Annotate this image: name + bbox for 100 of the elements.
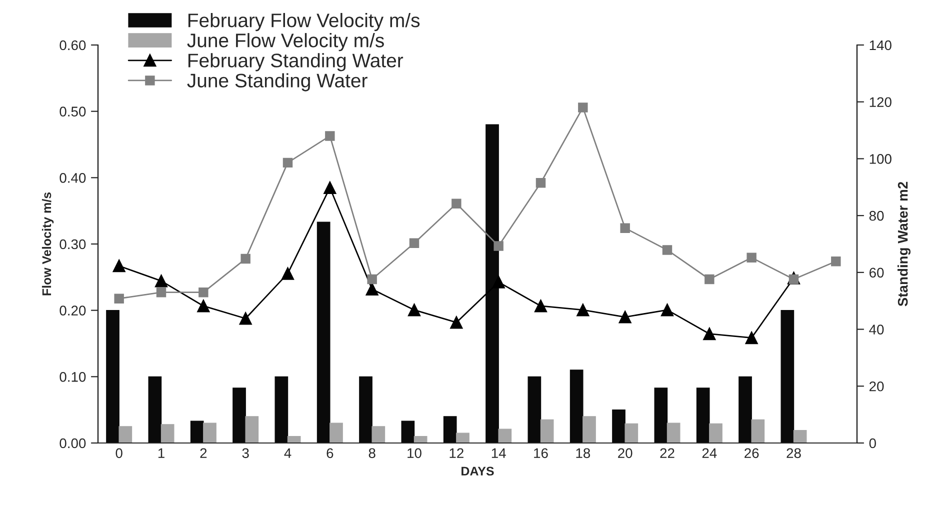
point (112, 260, 126, 272)
y-tick-label: 0.30 (60, 239, 86, 250)
legend-label: February Flow Velocity m/s (188, 12, 420, 32)
bar (570, 370, 584, 443)
point (576, 304, 590, 316)
x-tick-label: 10 (408, 448, 422, 458)
point (239, 312, 252, 325)
bar (190, 420, 204, 443)
bar (160, 424, 174, 443)
x-tick-label: 8 (368, 448, 376, 458)
point (620, 223, 630, 233)
x-tick-label: 16 (534, 448, 548, 458)
x-tick-label: 14 (492, 448, 506, 458)
x-tick-label: 24 (702, 448, 717, 458)
bar (287, 436, 301, 443)
point (494, 241, 504, 251)
bar (780, 310, 794, 443)
bar (624, 423, 638, 443)
point (745, 332, 758, 344)
point (325, 131, 335, 141)
bar (696, 388, 710, 443)
y2-tick-label: 100 (870, 154, 892, 164)
point (492, 276, 505, 288)
y2-tick-label: 140 (870, 40, 892, 50)
x-tick-label: 18 (576, 448, 590, 458)
point (788, 274, 799, 284)
bar (232, 388, 246, 443)
point (534, 300, 547, 312)
point (367, 274, 377, 284)
bar (203, 422, 216, 443)
point (240, 254, 250, 264)
point (197, 300, 210, 312)
point (282, 267, 294, 280)
point (156, 287, 166, 298)
bar (654, 388, 668, 443)
bar (274, 376, 288, 443)
bar (793, 430, 807, 443)
point (282, 158, 293, 168)
x-tick-label: 12 (450, 448, 464, 458)
bar (118, 426, 132, 443)
bar (738, 376, 752, 443)
point (618, 310, 632, 324)
bar (709, 423, 722, 443)
x-tick-label: 2 (200, 448, 207, 458)
point (704, 274, 714, 284)
point (409, 238, 420, 248)
bar (372, 426, 386, 443)
point (198, 287, 208, 298)
bar (359, 376, 372, 443)
y2-tick-label: 120 (870, 97, 892, 108)
x-tick-label: 0 (116, 448, 122, 458)
legend-label: June Flow Velocity m/s (187, 33, 384, 52)
point (536, 178, 546, 188)
bar (148, 376, 162, 443)
y2-tick-label: 20 (870, 381, 884, 392)
legend-label: February Standing Water (188, 53, 404, 72)
y2-axis-title: Standing Water m2 (898, 182, 911, 306)
y2-tick-label: 80 (869, 210, 884, 221)
bar (456, 432, 470, 443)
y2-tick-label: 0 (869, 438, 876, 448)
y2-tick-label: 60 (870, 268, 884, 278)
x-tick-label: 26 (744, 448, 759, 458)
point (450, 316, 463, 329)
point (324, 181, 336, 194)
x-tick-label: 3 (242, 448, 249, 458)
x-tick-label: 4 (284, 448, 292, 458)
bar (245, 416, 259, 443)
x-tick-label: 28 (786, 448, 801, 458)
x-tick-label: 1 (158, 448, 164, 458)
y-tick-label: 0.40 (60, 173, 86, 183)
point (114, 294, 124, 304)
bar (106, 310, 120, 443)
y-tick-label: 0.60 (60, 40, 86, 50)
y2-tick-label: 40 (869, 324, 884, 334)
point (831, 256, 841, 266)
bar (498, 428, 512, 443)
point (408, 304, 420, 316)
point (366, 282, 378, 296)
point (703, 328, 716, 340)
x-tick-label: 6 (326, 448, 334, 458)
bar (582, 416, 596, 443)
y-tick-label: 0.00 (60, 438, 86, 448)
y-tick-label: 0.20 (60, 306, 86, 316)
point (746, 252, 756, 263)
x-tick-label: 20 (618, 448, 632, 458)
bar (612, 409, 626, 443)
point (155, 274, 168, 288)
x-axis-title: DAYS (462, 466, 494, 476)
y-tick-label: 0.10 (60, 372, 86, 382)
bar (528, 376, 542, 443)
bar (540, 419, 554, 443)
bar (751, 419, 765, 443)
point (662, 245, 672, 255)
y-axis-title: Flow Velocity m/s (42, 192, 54, 296)
bar (443, 416, 457, 443)
point (452, 198, 462, 208)
bar (316, 222, 330, 443)
bar (330, 422, 343, 443)
x-tick-label: 22 (660, 448, 674, 458)
y-tick-label: 0.50 (60, 106, 86, 117)
